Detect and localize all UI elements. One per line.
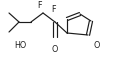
Text: F: F [51, 4, 56, 14]
Text: F: F [37, 2, 42, 11]
Text: O: O [93, 41, 99, 50]
Text: O: O [51, 46, 58, 55]
Text: HO: HO [14, 41, 26, 50]
